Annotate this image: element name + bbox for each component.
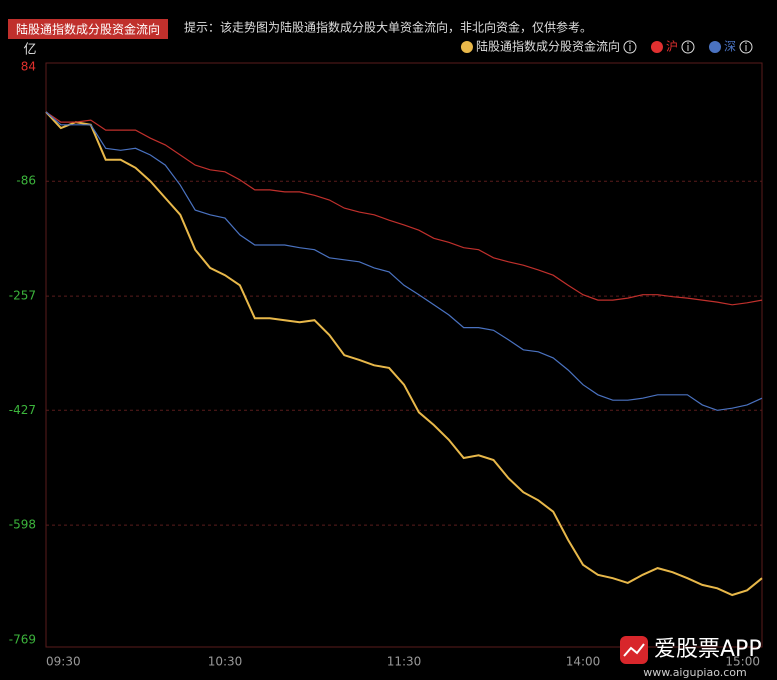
note: 提示：该走势图为陆股通指数成分股大单资金流向，非北向资金，仅供参考。 bbox=[184, 20, 592, 35]
y-tick-label: 84 bbox=[21, 60, 36, 74]
legend-item: 深 bbox=[708, 40, 753, 54]
legend-info-dot bbox=[629, 42, 631, 44]
x-tick-label: 11:30 bbox=[387, 655, 422, 669]
y-tick-label: -769 bbox=[9, 633, 36, 647]
watermark-icon-line bbox=[623, 643, 645, 657]
series-line bbox=[45, 111, 763, 411]
y-tick-label: -86 bbox=[16, 174, 36, 188]
legend-info-icon bbox=[623, 40, 637, 54]
x-tick-label: 10:30 bbox=[208, 655, 243, 669]
grid bbox=[46, 180, 762, 526]
legend-info-dot bbox=[745, 42, 747, 44]
legend-swatch bbox=[650, 41, 663, 53]
lines bbox=[45, 111, 763, 597]
y-tick-label: -427 bbox=[9, 403, 36, 417]
legend-info-icon bbox=[681, 40, 695, 54]
legend: 深 沪 陆股通指数成分股资金流向 bbox=[460, 39, 753, 54]
y-unit: 亿 bbox=[23, 43, 36, 58]
y-tick-label: -598 bbox=[9, 518, 36, 532]
legend-info-dot bbox=[687, 42, 689, 44]
x-tick-label: 14:00 bbox=[566, 655, 601, 669]
legend-label: 陆股通指数成分股资金流向 bbox=[476, 39, 620, 54]
plot-frame bbox=[45, 62, 763, 648]
x-tick-label: 15:00 bbox=[725, 655, 760, 669]
watermark-url: www.aigupiao.com bbox=[643, 666, 747, 679]
series-line bbox=[45, 111, 763, 597]
legend-swatch bbox=[708, 41, 721, 53]
watermark-name: 爱股票APP bbox=[654, 637, 762, 662]
chart-title: 陆股通指数成分股资金流向 bbox=[16, 22, 160, 37]
legend-swatch bbox=[460, 41, 473, 53]
title-box bbox=[8, 19, 168, 39]
legend-item: 陆股通指数成分股资金流向 bbox=[460, 39, 637, 54]
x-tick-label: 09:30 bbox=[46, 655, 81, 669]
series-line bbox=[45, 111, 763, 306]
watermark: 爱股票APP www.aigupiao.com bbox=[620, 636, 762, 679]
legend-info-icon bbox=[739, 40, 753, 54]
y-tick-label: -257 bbox=[9, 289, 36, 303]
legend-label: 深 bbox=[724, 40, 736, 54]
legend-label: 沪 bbox=[666, 40, 678, 54]
legend-item: 沪 bbox=[650, 40, 695, 54]
